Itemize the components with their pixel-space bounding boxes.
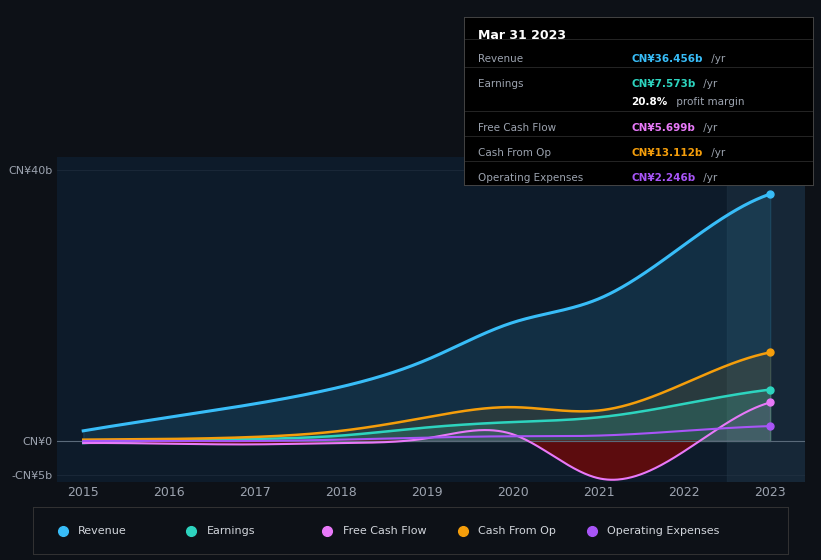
Text: Earnings: Earnings (207, 526, 255, 535)
Bar (727, 157, 805, 482)
Text: Operating Expenses: Operating Expenses (478, 173, 583, 183)
Text: Revenue: Revenue (478, 54, 523, 64)
Text: CN¥36.456b: CN¥36.456b (631, 54, 703, 64)
Text: CN¥2.246b: CN¥2.246b (631, 173, 695, 183)
Text: /yr: /yr (700, 79, 718, 89)
Text: Operating Expenses: Operating Expenses (607, 526, 719, 535)
Text: Earnings: Earnings (478, 79, 523, 89)
Text: CN¥7.573b: CN¥7.573b (631, 79, 695, 89)
Text: Mar 31 2023: Mar 31 2023 (478, 29, 566, 41)
Text: CN¥13.112b: CN¥13.112b (631, 148, 703, 158)
Text: /yr: /yr (700, 173, 718, 183)
Text: /yr: /yr (708, 54, 726, 64)
Text: CN¥5.699b: CN¥5.699b (631, 123, 695, 133)
Text: 20.8%: 20.8% (631, 97, 667, 108)
Text: Cash From Op: Cash From Op (478, 148, 551, 158)
Text: Free Cash Flow: Free Cash Flow (342, 526, 426, 535)
Text: /yr: /yr (708, 148, 726, 158)
Text: Cash From Op: Cash From Op (479, 526, 557, 535)
Text: profit margin: profit margin (673, 97, 745, 108)
Text: /yr: /yr (700, 123, 718, 133)
Text: Revenue: Revenue (78, 526, 127, 535)
Text: Free Cash Flow: Free Cash Flow (478, 123, 556, 133)
